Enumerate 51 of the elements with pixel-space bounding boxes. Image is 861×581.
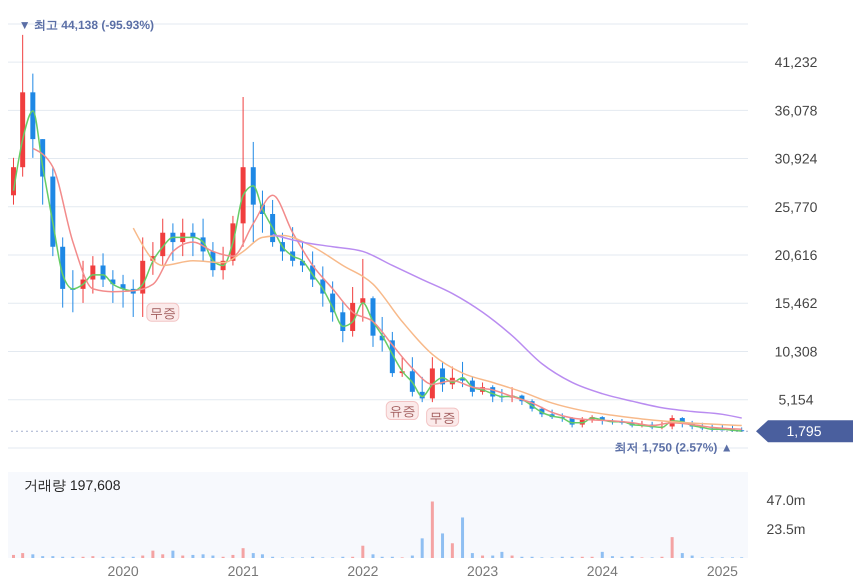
y-tick-label: 5,154 — [778, 392, 814, 408]
annotation: 유증 — [389, 404, 416, 419]
bar — [31, 554, 34, 558]
line-series — [132, 227, 743, 426]
y-tick-label: 25,770 — [774, 198, 818, 215]
bar — [12, 554, 15, 558]
bar — [161, 554, 164, 558]
y-tick-label: 41,232 — [774, 54, 818, 70]
y-tick-label: 23.5m — [766, 521, 806, 538]
bar — [260, 554, 264, 558]
bar — [470, 553, 474, 558]
bar — [231, 554, 234, 558]
annotation: 최저 1,750 (2.57%) ▲ — [614, 440, 733, 455]
x-tick-label: 2023 — [467, 562, 498, 579]
bar — [430, 501, 434, 558]
bar — [441, 533, 444, 558]
bar — [670, 537, 674, 558]
bar — [461, 517, 464, 558]
bar — [252, 553, 255, 558]
candlestick — [160, 218, 166, 266]
y-tick-label: 15,462 — [774, 295, 818, 312]
x-tick-label: 2024 — [586, 562, 618, 579]
bar — [242, 548, 245, 558]
bar — [420, 538, 424, 558]
y-tick-label: 47.0m — [766, 492, 806, 508]
x-tick-label: 2021 — [228, 562, 259, 579]
bar — [21, 553, 24, 558]
ref-line-label: 1,795 — [786, 423, 822, 440]
bar — [600, 552, 604, 558]
bar — [202, 554, 205, 558]
candlestick — [360, 258, 366, 322]
bar — [191, 554, 194, 558]
bar — [171, 550, 174, 558]
x-tick-label: 2020 — [108, 562, 139, 579]
bar — [361, 546, 364, 558]
y-tick-label: 36,078 — [774, 102, 818, 118]
bar — [371, 554, 374, 558]
bar — [500, 552, 504, 558]
y-tick-label: 10,308 — [774, 343, 818, 360]
chart-title: 거래량 197,608 — [24, 477, 121, 493]
x-tick-label: 2022 — [347, 562, 379, 579]
bar — [680, 553, 684, 558]
y-tick-label: 20,616 — [774, 247, 818, 264]
bar — [450, 543, 454, 558]
bar — [151, 550, 154, 558]
y-tick-label: 30,924 — [774, 150, 818, 167]
annotation: 무증 — [430, 410, 456, 426]
annotation: ▼ 최고 44,138 (-95.93%) — [18, 18, 154, 32]
candlestick — [340, 301, 346, 343]
x-tick-label: 2025 — [706, 562, 738, 579]
annotation: 무증 — [150, 305, 176, 320]
